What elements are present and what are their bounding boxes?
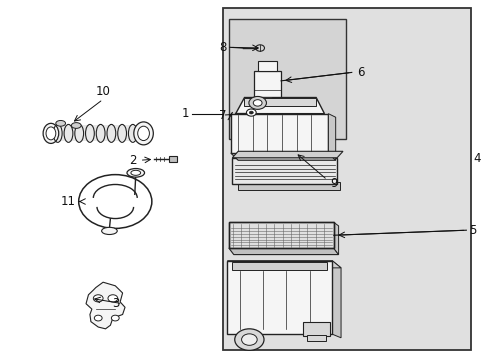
Circle shape <box>253 100 262 106</box>
Text: 4: 4 <box>473 152 480 165</box>
Circle shape <box>249 111 253 114</box>
Ellipse shape <box>134 122 153 145</box>
Text: 10: 10 <box>96 85 110 98</box>
Polygon shape <box>230 153 335 160</box>
Text: 3: 3 <box>112 297 119 310</box>
Circle shape <box>246 109 256 116</box>
Polygon shape <box>333 222 338 255</box>
Bar <box>228 222 333 248</box>
Circle shape <box>94 315 102 321</box>
Bar <box>303 322 329 336</box>
Ellipse shape <box>46 127 56 140</box>
Polygon shape <box>232 151 342 158</box>
Circle shape <box>241 334 257 345</box>
Polygon shape <box>227 261 340 268</box>
Bar <box>232 158 336 184</box>
Text: 6: 6 <box>356 66 364 79</box>
Bar <box>230 114 328 153</box>
Text: 2: 2 <box>128 154 136 167</box>
Bar <box>258 60 277 71</box>
Ellipse shape <box>127 168 144 177</box>
Text: 9: 9 <box>329 177 337 190</box>
Circle shape <box>111 315 119 321</box>
Polygon shape <box>328 114 335 160</box>
Polygon shape <box>235 98 324 114</box>
Bar <box>228 19 345 139</box>
Bar <box>222 8 470 350</box>
Ellipse shape <box>258 98 276 103</box>
Text: 11: 11 <box>60 195 75 208</box>
Bar <box>244 98 316 107</box>
Bar <box>306 335 326 341</box>
Ellipse shape <box>71 123 81 129</box>
Ellipse shape <box>56 121 65 126</box>
Bar <box>227 261 331 334</box>
Circle shape <box>92 184 139 219</box>
Ellipse shape <box>102 227 117 234</box>
Circle shape <box>108 295 118 302</box>
Bar <box>254 71 281 105</box>
Bar <box>58 126 143 141</box>
Text: 7: 7 <box>219 109 226 122</box>
Ellipse shape <box>43 123 59 143</box>
Bar <box>232 262 327 270</box>
Text: 8: 8 <box>219 41 226 54</box>
Polygon shape <box>228 248 338 255</box>
Ellipse shape <box>138 126 149 140</box>
Bar <box>168 156 176 162</box>
Bar <box>228 222 333 248</box>
Circle shape <box>248 96 266 109</box>
Circle shape <box>93 295 103 302</box>
Bar <box>238 182 339 190</box>
Circle shape <box>234 329 264 350</box>
Polygon shape <box>331 261 340 338</box>
Text: 5: 5 <box>468 224 475 237</box>
Ellipse shape <box>131 170 141 175</box>
Text: 1: 1 <box>181 107 188 120</box>
Polygon shape <box>86 282 125 329</box>
